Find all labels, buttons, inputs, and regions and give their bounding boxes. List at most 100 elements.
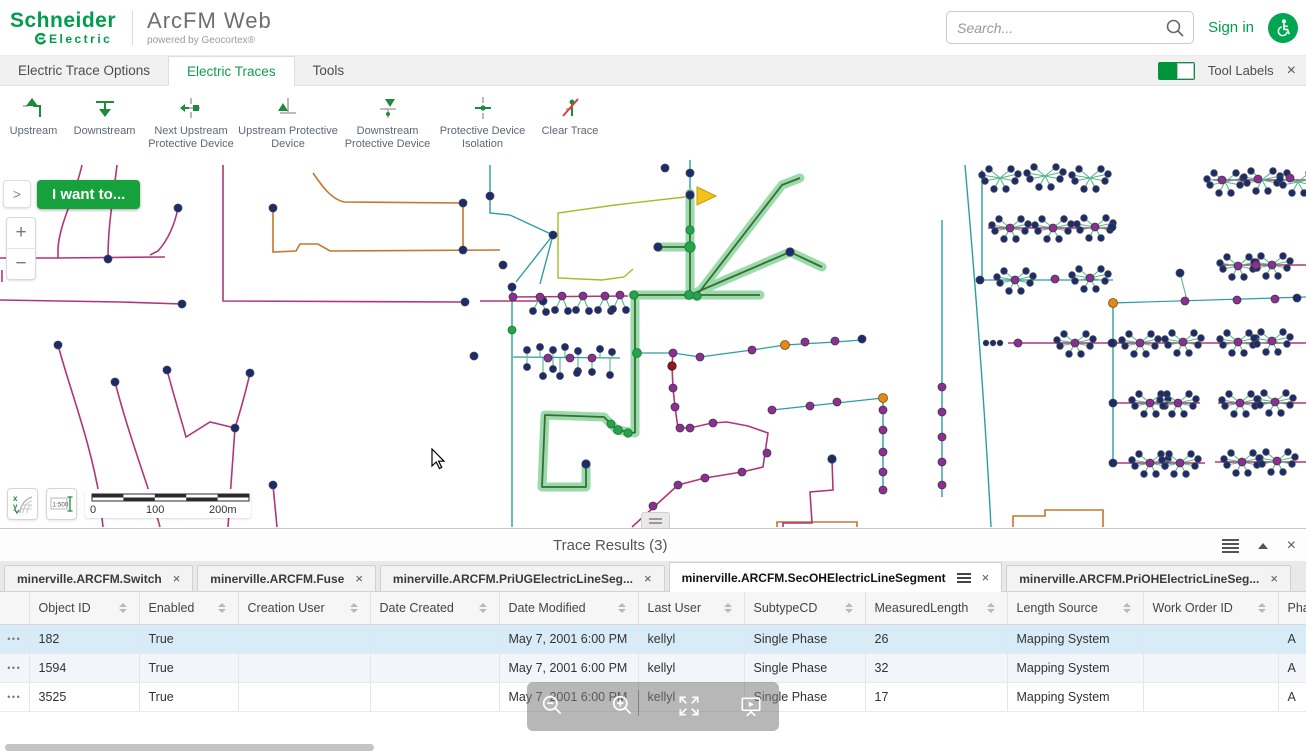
- tool-labels-toggle[interactable]: [1157, 61, 1195, 80]
- zoom-out-map-button[interactable]: [541, 694, 565, 718]
- table-header-row: Object ID Enabled Creation User Date Cre…: [0, 592, 1306, 625]
- tab-electric-traces[interactable]: Electric Traces: [168, 56, 295, 86]
- header-divider: [132, 10, 134, 45]
- cell-object-id: 182: [28, 624, 139, 654]
- column-length-source[interactable]: Length Source: [1006, 592, 1143, 625]
- expand-arrows-icon: [679, 696, 699, 716]
- column-creation-user[interactable]: Creation User: [237, 592, 370, 625]
- map-device-nodes: [508, 173, 1295, 511]
- upstream-tool-button[interactable]: Upstream: [2, 86, 65, 161]
- gis-network-map: [0, 160, 1306, 528]
- tab-secoh-results[interactable]: minerville.ARCFM.SecOHElectricLineSegmen…: [668, 562, 1003, 592]
- scale-start-label: 0: [90, 504, 96, 516]
- schneider-mark-icon: [34, 32, 47, 45]
- ribbon-tab-bar: Electric Trace Options Electric Traces T…: [0, 55, 1306, 86]
- search-icon[interactable]: [1165, 18, 1185, 38]
- clear-trace-tool-button[interactable]: Clear Trace: [528, 86, 612, 161]
- cell-enabled: True: [138, 624, 238, 654]
- column-date-modified[interactable]: Date Modified: [498, 592, 638, 625]
- accessibility-button[interactable]: [1268, 12, 1298, 43]
- close-tab-icon[interactable]: ×: [981, 570, 990, 585]
- close-tab-icon[interactable]: ×: [644, 571, 652, 586]
- sort-icon: [986, 603, 995, 613]
- search-input[interactable]: [955, 18, 1166, 37]
- map-service-clusters: [528, 163, 1306, 478]
- sort-icon: [617, 603, 626, 613]
- protective-device-isolation-tool-button[interactable]: Protective Device Isolation: [437, 86, 528, 161]
- tab-electric-trace-options[interactable]: Electric Trace Options: [18, 63, 151, 78]
- scale-ratio-button[interactable]: 1:500: [46, 488, 77, 520]
- close-panel-icon[interactable]: ×: [1286, 537, 1296, 554]
- i-want-to-button[interactable]: I want to...: [37, 180, 141, 209]
- zoom-in-icon: [612, 695, 632, 715]
- cell-length-source: Mapping System: [1006, 653, 1143, 683]
- column-date-created[interactable]: Date Created: [369, 592, 499, 625]
- close-tab-icon[interactable]: ×: [355, 571, 363, 586]
- column-work-order-id[interactable]: Work Order ID: [1142, 592, 1278, 625]
- panel-resize-handle[interactable]: [641, 512, 670, 528]
- column-measuredlength[interactable]: MeasuredLength: [864, 592, 1007, 625]
- cell-subtypecd: Single Phase: [743, 653, 865, 683]
- upstream-protective-device-icon: [278, 98, 296, 114]
- zoom-out-button[interactable]: −: [7, 248, 35, 279]
- cell-enabled: True: [138, 682, 238, 712]
- cell-date-modified: May 7, 2001 6:00 PM: [498, 624, 638, 654]
- app-title: ArcFM Web: [147, 8, 272, 34]
- ribbon-close-icon[interactable]: ×: [1286, 61, 1296, 79]
- trace-tool-strip: Upstream Downstream Next Upstream Protec…: [0, 86, 1306, 162]
- trace-start-flag-icon: [696, 186, 718, 206]
- downstream-protective-device-tool-button[interactable]: Downstream Protective Device: [338, 86, 437, 161]
- sort-icon: [723, 603, 732, 613]
- cell-work-order-id: [1142, 682, 1278, 712]
- coordinates-button[interactable]: x y: [7, 488, 38, 520]
- sign-in-button[interactable]: Sign in: [1208, 19, 1254, 36]
- row-menu-button[interactable]: •••: [0, 682, 29, 712]
- tab-switch-results[interactable]: minerville.ARCFM.Switch ×: [4, 565, 194, 591]
- cell-length-source: Mapping System: [1006, 624, 1143, 654]
- table-row[interactable]: ••• 3525 True May 7, 2001 6:00 PM kellyl…: [0, 682, 1306, 712]
- sidebar-expand-button[interactable]: >: [3, 180, 31, 208]
- upstream-protective-device-tool-button[interactable]: Upstream Protective Device: [238, 86, 338, 161]
- horizontal-scrollbar-thumb[interactable]: [5, 744, 374, 751]
- row-menu-button[interactable]: •••: [0, 653, 29, 683]
- table-row[interactable]: ••• 182 True May 7, 2001 6:00 PM kellyl …: [0, 624, 1306, 654]
- panel-menu-icon[interactable]: [1221, 539, 1239, 553]
- next-upstream-protective-device-tool-button[interactable]: Next Upstream Protective Device: [144, 86, 238, 161]
- zoom-control: + −: [6, 217, 36, 280]
- tab-tools[interactable]: Tools: [312, 63, 345, 78]
- zoom-in-button[interactable]: +: [15, 222, 27, 243]
- column-object-id[interactable]: Object ID: [28, 592, 139, 625]
- tab-label: minerville.ARCFM.Switch: [17, 571, 162, 586]
- tab-fuse-results[interactable]: minerville.ARCFM.Fuse ×: [197, 565, 376, 591]
- downstream-protective-device-icon: [379, 99, 396, 118]
- column-enabled[interactable]: Enabled: [138, 592, 238, 625]
- table-row[interactable]: ••• 1594 True May 7, 2001 6:00 PM kellyl…: [0, 653, 1306, 683]
- downstream-tool-button[interactable]: Downstream: [65, 86, 144, 161]
- presentation-mode-button[interactable]: [739, 694, 763, 718]
- close-tab-icon[interactable]: ×: [1270, 571, 1278, 586]
- cell-phase: A: [1277, 624, 1306, 654]
- full-extent-button[interactable]: [677, 694, 701, 718]
- tab-prioh-results[interactable]: minerville.ARCFM.PriOHElectricLineSeg...…: [1006, 565, 1291, 591]
- cell-creation-user: [237, 682, 370, 712]
- cell-date-modified: May 7, 2001 6:00 PM: [498, 653, 638, 683]
- close-tab-icon[interactable]: ×: [172, 571, 181, 586]
- search-box: [946, 11, 1195, 44]
- sort-icon: [478, 603, 487, 613]
- map-viewport[interactable]: > I want to... + − x y 1:500: [0, 160, 1306, 528]
- cell-subtypecd: Single Phase: [743, 624, 865, 654]
- column-last-user[interactable]: Last User: [637, 592, 744, 625]
- zoom-in-map-button[interactable]: [611, 694, 635, 718]
- downstream-trace-icon: [95, 101, 114, 117]
- column-phase[interactable]: Pha: [1277, 592, 1306, 625]
- tab-priug-results[interactable]: minerville.ARCFM.PriUGElectricLineSeg...…: [379, 565, 665, 591]
- tab-menu-icon[interactable]: [956, 572, 971, 583]
- row-menu-button[interactable]: •••: [0, 624, 29, 654]
- column-subtypecd[interactable]: SubtypeCD: [743, 592, 865, 625]
- trace-results-header: Trace Results (3) ×: [0, 529, 1306, 561]
- scale-mid-label: 100: [146, 504, 164, 516]
- collapse-panel-icon[interactable]: [1257, 543, 1268, 549]
- scale-ratio-text: 1:500: [52, 502, 68, 509]
- tool-labels-label: Tool Labels: [1207, 63, 1274, 78]
- cell-work-order-id: [1142, 653, 1278, 683]
